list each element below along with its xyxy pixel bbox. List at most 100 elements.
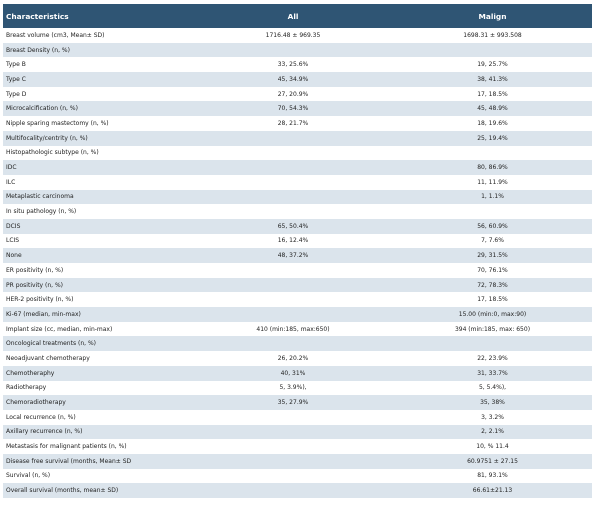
cell-characteristic: Chemoradiotherapy <box>6 399 66 407</box>
table-row: Overall survival (months, mean± SD) 66.61… <box>3 483 592 498</box>
cell-malign: 66.61±21.13 <box>472 487 513 495</box>
cell-malign: 10, % 11.4 <box>476 443 509 451</box>
header-all: All <box>287 11 299 21</box>
cell-malign: 17, 18.5% <box>477 90 508 98</box>
table-row: Type C 45, 34.9% 38, 41.3% <box>3 72 592 87</box>
table-row: Disease free survival (months, Mean± SD 6… <box>3 453 592 469</box>
cell-malign: 80, 86.9% <box>477 164 508 172</box>
table-row: Chemotheraphy 40, 31% 31, 33.7% <box>3 365 592 381</box>
cell-all: 410 (min:185, max:650) <box>256 325 330 333</box>
cell-malign: 19, 25.7% <box>477 61 508 69</box>
table-row: Histopathologic subtype (n, %) <box>3 145 592 161</box>
cell-characteristic: ILC <box>6 178 16 186</box>
cell-malign: 394 (min:185, max: 650) <box>454 325 531 333</box>
table-row: Multifocality/centrity (n, %) 25, 19.4% <box>3 130 592 146</box>
cell-malign: 2, 2.1% <box>481 428 504 436</box>
cell-all: 1716.48 ± 969.35 <box>265 31 321 39</box>
cell-all: 5, 3.9%), <box>279 384 307 392</box>
cell-malign: 56, 60.9% <box>477 222 508 230</box>
cell-characteristic: Survival (n, %) <box>6 472 51 480</box>
cell-characteristic: Type C <box>6 75 26 83</box>
table-row: Breast volume (cm3, Mean± SD) 1716.48 ± 9… <box>3 28 592 43</box>
table-row: DCIS 65, 50.4% 56, 60.9% <box>3 218 592 234</box>
characteristics-table: Characteristics All Malign Breast volume… <box>3 4 592 498</box>
cell-characteristic: None <box>6 252 22 260</box>
cell-malign: 31, 33.7% <box>477 369 508 377</box>
cell-characteristic: Microcalcification (n, %) <box>6 105 78 113</box>
cell-malign: 60.9751 ± 27.15 <box>467 457 518 465</box>
cell-malign: 18, 19.6% <box>477 119 508 127</box>
table-row: IDC 80, 86.9% <box>3 160 592 175</box>
cell-characteristic: LCIS <box>6 237 20 245</box>
table-row: Implant size (cc, median, min-max) 410 (m… <box>3 321 592 337</box>
cell-malign: 38, 41.3% <box>477 75 508 83</box>
table-row: LCIS 16, 12.4% 7, 7.6% <box>3 233 592 249</box>
cell-malign: 29, 31.5% <box>477 252 508 260</box>
cell-all: 28, 21.7% <box>277 119 309 127</box>
cell-malign: 1, 1.1% <box>481 193 504 201</box>
cell-characteristic: Metaplastic carcinoma <box>6 193 74 201</box>
cell-malign: 1698.31 ± 993.508 <box>463 31 522 39</box>
cell-characteristic: Nipple sparing mastectomy (n, %) <box>6 119 109 127</box>
cell-all: 16, 12.4% <box>277 237 309 245</box>
cell-malign: 7, 7.6% <box>481 237 504 245</box>
cell-malign: 15.00 (min:0, max:90) <box>458 310 527 318</box>
table-row: Axillary recurrence (n, %) 2, 2.1% <box>3 424 592 440</box>
cell-malign: 17, 18.5% <box>477 296 508 304</box>
cell-all: 27, 20.9% <box>277 90 309 98</box>
cell-malign: 72, 78.3% <box>477 281 508 289</box>
cell-characteristic: Ki-67 (median, min-max) <box>6 310 81 318</box>
cell-malign: 3, 3.2% <box>481 413 504 421</box>
cell-characteristic: Implant size (cc, median, min-max) <box>6 325 113 333</box>
table-row: Neoadjuvant chemotherapy 26, 20.2% 22, 23.… <box>3 351 592 366</box>
cell-all: 33, 25.6% <box>277 61 309 69</box>
table-body: Breast volume (cm3, Mean± SD) 1716.48 ± 9… <box>3 28 592 498</box>
table-row: Ki-67 (median, min-max) 15.00 (min:0, max… <box>3 307 592 322</box>
table-row: Radiotherapy 5, 3.9%), 5, 5.4%), <box>3 380 592 396</box>
table-row: Oncological treatments (n, %) <box>3 336 592 352</box>
cell-all: 70, 54.3% <box>277 105 309 113</box>
cell-characteristic: Overall survival (months, mean± SD) <box>6 487 119 495</box>
table-row: PR positivity (n, %) 72, 78.3% <box>3 277 592 293</box>
cell-characteristic: Type D <box>6 90 27 98</box>
cell-characteristic: In situ pathology (n, %) <box>6 208 77 216</box>
cell-all: 35, 27.9% <box>277 399 309 407</box>
cell-characteristic: PR positivity (n, %) <box>6 281 64 289</box>
cell-characteristic: Local recurrence (n, %) <box>6 413 76 421</box>
table-row: Local recurrence (n, %) 3, 3.2% <box>3 409 592 425</box>
cell-all: 45, 34.9% <box>277 75 309 83</box>
cell-characteristic: Neoadjuvant chemotherapy <box>6 354 90 362</box>
table-row: ER positivity (n, %) 70, 76.1% <box>3 263 592 278</box>
table-row: Type B 33, 25.6% 19, 25.7% <box>3 57 592 73</box>
cell-characteristic: Breast volume (cm3, Mean± SD) <box>6 31 105 39</box>
table-row: Chemoradiotherapy 35, 27.9% 35, 38% <box>3 395 592 410</box>
cell-malign: 81, 93.1% <box>477 472 508 480</box>
cell-all: 26, 20.2% <box>277 354 309 362</box>
table-row: Metastasis for malignant patients (n, %)… <box>3 439 592 454</box>
cell-characteristic: IDC <box>6 164 17 172</box>
cell-characteristic: Histopathologic subtype (n, %) <box>6 149 99 157</box>
cell-malign: 35, 38% <box>480 399 505 407</box>
table-row: None 48, 37.2% 29, 31.5% <box>3 248 592 263</box>
table-row: ILC 11, 11.9% <box>3 174 592 190</box>
cell-characteristic: HER-2 positivity (n, %) <box>6 296 74 304</box>
cell-malign: 25, 19.4% <box>477 134 508 142</box>
cell-malign: 22, 23.9% <box>477 354 508 362</box>
table-row: Nipple sparing mastectomy (n, %) 28, 21.7… <box>3 116 592 131</box>
cell-characteristic: Breast Density (n, %) <box>6 46 70 54</box>
cell-characteristic: Type B <box>6 61 26 69</box>
header-malign: Malign <box>478 11 507 21</box>
cell-all: 65, 50.4% <box>277 222 309 230</box>
table-row: HER-2 positivity (n, %) 17, 18.5% <box>3 292 592 308</box>
table-row: In situ pathology (n, %) <box>3 204 592 219</box>
table-row: Type D 27, 20.9% 17, 18.5% <box>3 86 592 102</box>
cell-characteristic: Oncological treatments (n, %) <box>6 340 96 348</box>
table-row: Breast Density (n, %) <box>3 42 592 58</box>
table-row: Survival (n, %) 81, 93.1% <box>3 468 592 484</box>
cell-malign: 45, 48.9% <box>477 105 508 113</box>
cell-characteristic: DCIS <box>6 222 21 230</box>
cell-characteristic: Axillary recurrence (n, %) <box>6 428 83 436</box>
cell-characteristic: Multifocality/centrity (n, %) <box>6 134 88 142</box>
cell-characteristic: Disease free survival (months, Mean± SD <box>6 457 132 465</box>
cell-characteristic: Chemotheraphy <box>6 369 55 377</box>
